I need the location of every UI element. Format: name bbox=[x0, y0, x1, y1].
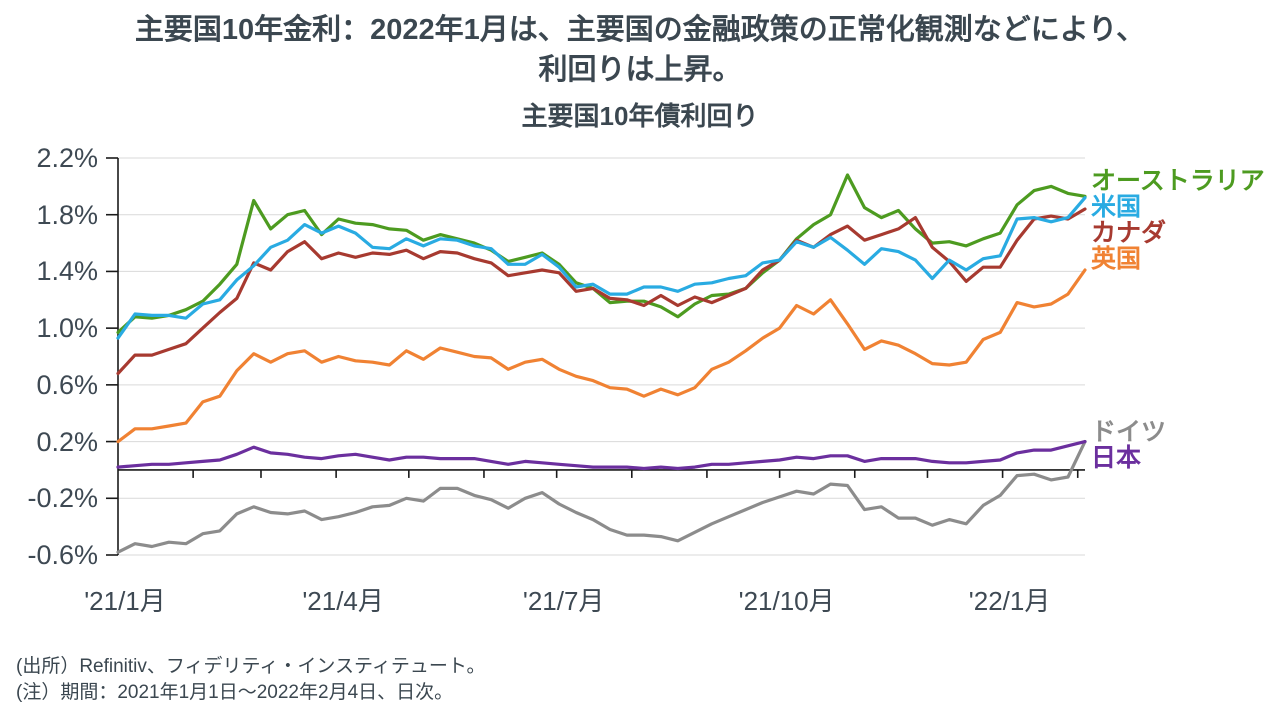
y-axis-label: 2.2% bbox=[36, 143, 98, 173]
y-axis-label: 1.0% bbox=[36, 313, 98, 344]
legend-label-ドイツ: ドイツ bbox=[1091, 418, 1167, 446]
legend-label-オーストラリア: オーストラリア bbox=[1091, 167, 1265, 195]
x-axis-label: '21/10月 bbox=[738, 586, 835, 616]
y-axis-label: 1.4% bbox=[36, 256, 98, 287]
series-line-オーストラリア bbox=[116, 173, 1087, 334]
x-axis-label: '21/7月 bbox=[522, 586, 605, 616]
source-note: (出所）Refinitiv、フィデリティ・インスティテュート。 bbox=[16, 656, 486, 677]
series-line-英国 bbox=[116, 268, 1087, 444]
chart-title: 主要国10年債利回り bbox=[521, 101, 759, 131]
legend-label-米国: 米国 bbox=[1091, 193, 1142, 221]
y-axis-label: 0.2% bbox=[36, 426, 98, 457]
period-note: (注）期間：2021年1月1日～2022年2月4日、日次。 bbox=[16, 682, 454, 703]
x-axis-label: '21/1月 bbox=[84, 586, 166, 616]
footer: (出所）Refinitiv、フィデリティ・インスティテュート。 (注）期間：20… bbox=[16, 654, 916, 706]
series-line-日本 bbox=[116, 440, 1087, 471]
legend-label-日本: 日本 bbox=[1091, 444, 1142, 472]
x-axis-label: '21/4月 bbox=[302, 586, 384, 616]
page-title-line2: 利回りは上昇。 bbox=[538, 54, 742, 86]
legend-label-カナダ: カナダ bbox=[1091, 219, 1167, 247]
y-axis-label: -0.6% bbox=[27, 540, 98, 570]
series-line-ドイツ bbox=[116, 440, 1087, 554]
y-axis-label: -0.2% bbox=[27, 483, 98, 514]
legend-label-英国: 英国 bbox=[1091, 245, 1142, 273]
x-axis-label: '22/1月 bbox=[968, 586, 1051, 616]
y-axis-label: 1.8% bbox=[36, 199, 98, 230]
series-line-米国 bbox=[116, 196, 1087, 340]
page-title-line1: 主要国10年金利：2022年1月は、主要国の金融政策の正常化観測などにより、 bbox=[134, 14, 1146, 46]
y-axis-label: 0.6% bbox=[36, 369, 98, 400]
series-line-カナダ bbox=[116, 207, 1087, 376]
page-title: 主要国10年金利：2022年1月は、主要国の金融政策の正常化観測などにより、 利… bbox=[0, 10, 1280, 90]
